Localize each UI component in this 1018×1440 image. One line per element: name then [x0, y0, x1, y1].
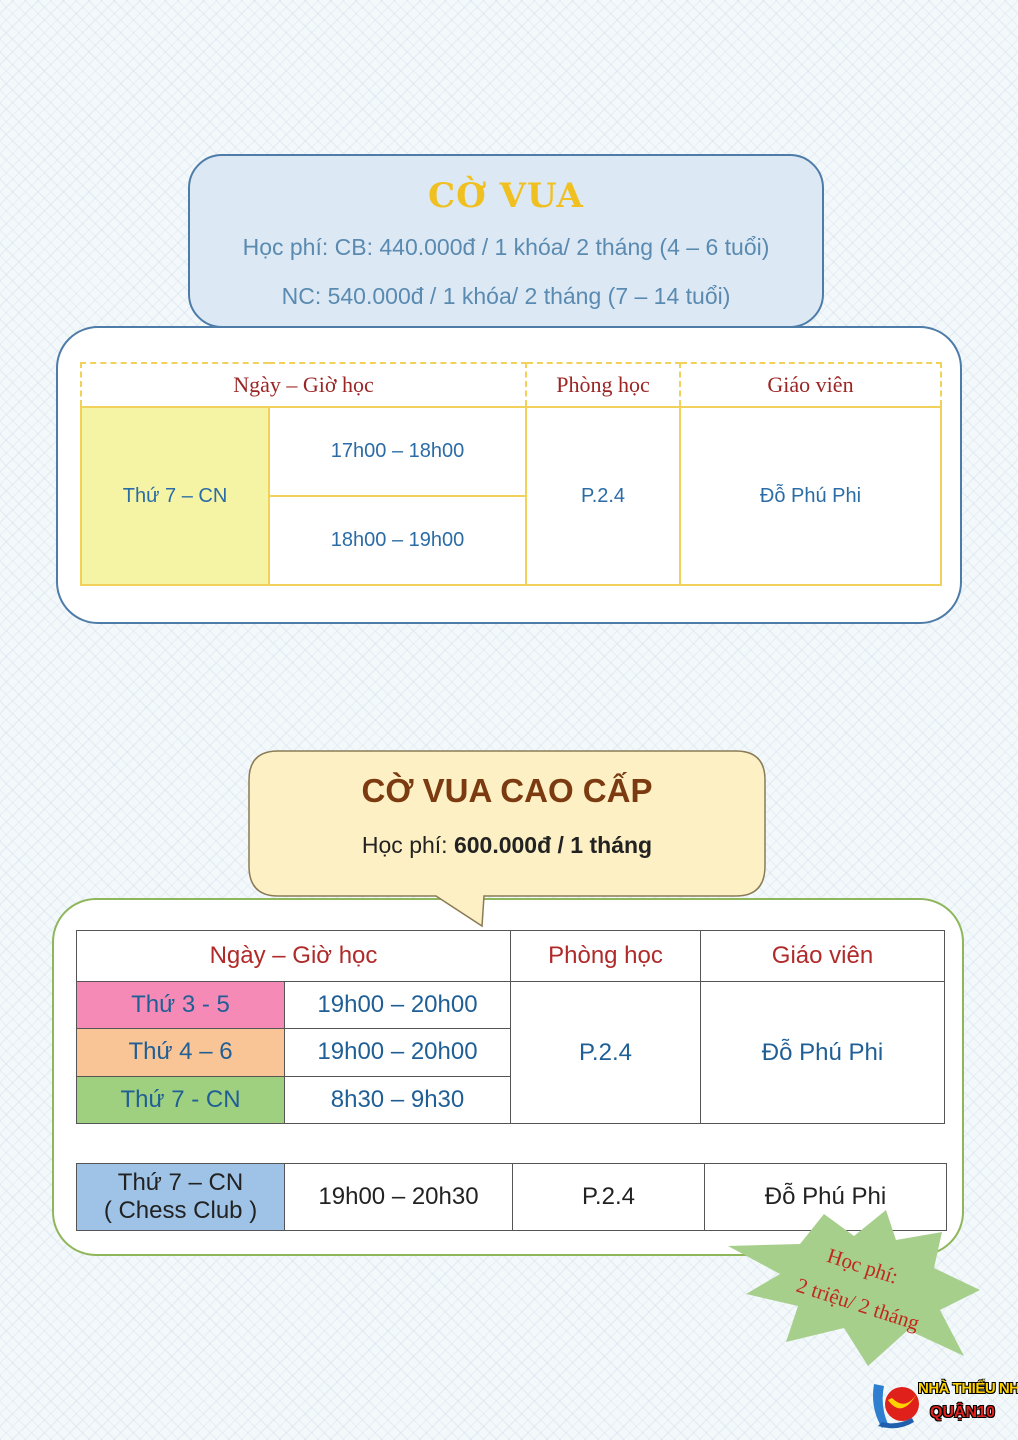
- club-day-cell: Thứ 7 – CN ( Chess Club ): [76, 1163, 285, 1231]
- day-cell: Thứ 7 - CN: [76, 1075, 285, 1125]
- fee-label: Học phí:: [361, 832, 454, 858]
- time-cell: 8h30 – 9h30: [284, 1075, 511, 1125]
- advanced-chess-header-card: CỜ VUA CAO CẤP Học phí: 600.000đ / 1 thá…: [248, 750, 766, 930]
- header-schedule: Ngày – Giờ học: [76, 930, 511, 982]
- chess-schedule-table: Ngày – Giờ học Phòng học Giáo viên Thứ 7…: [80, 362, 942, 586]
- room-cell: P.2.4: [525, 406, 681, 586]
- time-cell: 19h00 – 20h00: [284, 980, 511, 1030]
- speech-bubble-shape: [248, 750, 766, 928]
- day-cell: Thứ 7 – CN: [80, 406, 270, 586]
- header-room: Phòng học: [510, 930, 701, 982]
- chess-club-table: Thứ 7 – CN ( Chess Club ) 19h00 – 20h30 …: [76, 1163, 947, 1231]
- logo-district-text: QUẬN10: [930, 1404, 995, 1421]
- time-cell: 19h00 – 20h00: [284, 1028, 511, 1077]
- logo-name-text: NHÀ THIẾU NHI: [918, 1380, 1018, 1397]
- logo-emblem-icon: [873, 1384, 919, 1429]
- nha-thieu-nhi-logo: NHÀ THIẾU NHI QUẬN10: [868, 1372, 1018, 1434]
- advanced-chess-fee: Học phí: 600.000đ / 1 tháng: [248, 832, 766, 859]
- fee-value: 600.000đ / 1 tháng: [453, 832, 653, 858]
- club-room-cell: P.2.4: [512, 1163, 705, 1231]
- day-cell: Thứ 3 - 5: [76, 980, 285, 1030]
- club-day-line1: Thứ 7 – CN: [117, 1169, 244, 1196]
- header-teacher: Giáo viên: [700, 930, 945, 982]
- chess-header-card: CỜ VUA Học phí: CB: 440.000đ / 1 khóa/ 2…: [188, 154, 824, 328]
- time-cell: 17h00 – 18h00: [268, 406, 527, 497]
- chess-fee-advanced: NC: 540.000đ / 1 khóa/ 2 tháng (7 – 14 t…: [281, 283, 731, 309]
- day-cell: Thứ 4 – 6: [76, 1028, 285, 1077]
- header-schedule: Ngày – Giờ học: [80, 362, 527, 408]
- chess-fee-basic: Học phí: CB: 440.000đ / 1 khóa/ 2 tháng …: [242, 234, 770, 260]
- header-teacher: Giáo viên: [679, 362, 942, 408]
- teacher-cell: Đỗ Phú Phi: [700, 981, 945, 1124]
- chess-title: CỜ VUA: [428, 176, 584, 216]
- club-time-cell: 19h00 – 20h30: [284, 1163, 513, 1231]
- advanced-schedule-table: Ngày – Giờ học Phòng học Giáo viên Thứ 3…: [76, 930, 945, 1125]
- advanced-chess-title: CỜ VUA CAO CẤP: [361, 772, 653, 809]
- fee-starburst-badge: Học phí: 2 triệu/ 2 tháng: [728, 1210, 988, 1368]
- teacher-cell: Đỗ Phú Phi: [679, 406, 942, 586]
- header-room: Phòng học: [525, 362, 681, 408]
- time-cell: 18h00 – 19h00: [268, 495, 527, 586]
- starburst-shape: [728, 1210, 980, 1366]
- advanced-chess-schedule-box: Ngày – Giờ học Phòng học Giáo viên Thứ 3…: [52, 898, 964, 1256]
- club-day-line2: ( Chess Club ): [103, 1197, 258, 1224]
- room-cell: P.2.4: [510, 981, 701, 1124]
- chess-schedule-box: Ngày – Giờ học Phòng học Giáo viên Thứ 7…: [56, 326, 962, 624]
